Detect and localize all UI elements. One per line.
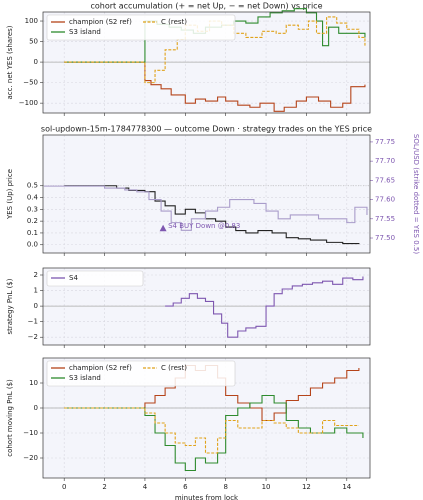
y2-tick-label: 77.75 (375, 138, 395, 146)
x-tick-label: 8 (223, 483, 227, 491)
y-tick-label: 0.5 (27, 182, 38, 190)
y-tick-label: 2 (34, 271, 38, 279)
trade-marker (159, 224, 167, 232)
legend-box (46, 14, 236, 41)
series-line (64, 364, 360, 422)
y2-tick-label: 77.60 (375, 196, 395, 204)
legend-label: champion (S2 ref) (69, 18, 132, 26)
x-tick-label: 0 (62, 483, 66, 491)
x-tick-label: 4 (143, 483, 148, 491)
y-axis-label: YES (Up) price (6, 169, 14, 220)
x-tick-label: 10 (262, 483, 271, 491)
y2-tick-label: 77.55 (375, 215, 395, 223)
y2-axis-label: SOL/USD (strike dotted = YES 0.5) (412, 134, 420, 254)
legend-label: C (rest) (161, 364, 187, 372)
y-tick-label: −1 (28, 318, 38, 326)
y-tick-label: 0 (34, 58, 38, 66)
legend-label: S4 (69, 274, 78, 282)
y-tick-label: −100 (19, 99, 38, 107)
y2-tick-label: 77.65 (375, 176, 395, 184)
y-tick-label: 10 (29, 379, 38, 387)
panel-title: cohort accumulation (+ = net Up, − = net… (90, 2, 322, 11)
legend-label: S3 island (69, 28, 101, 36)
series-line (44, 185, 368, 231)
y-tick-label: 0 (34, 404, 38, 412)
x-tick-label: 2 (102, 483, 106, 491)
y-axis-label: strategy PnL ($) (6, 278, 14, 334)
y-tick-label: 0.4 (27, 194, 39, 202)
x-tick-label: 6 (183, 483, 188, 491)
y-tick-label: 0 (34, 302, 38, 310)
y-axis-label: cohort moving PnL ($) (6, 379, 14, 457)
legend-box (46, 270, 144, 287)
legend-label: champion (S2 ref) (69, 364, 132, 372)
plot-frame (42, 357, 371, 479)
series-line (64, 394, 364, 472)
series-line (165, 276, 364, 338)
legend-label: C (rest) (161, 18, 187, 26)
y-tick-label: 0.3 (27, 205, 38, 213)
x-tick-label: 14 (342, 483, 351, 491)
x-tick-label: 12 (302, 483, 311, 491)
series-line (64, 61, 366, 112)
y-tick-label: 0.2 (27, 217, 38, 225)
y-tick-label: 0.1 (27, 229, 38, 237)
series-line (64, 407, 359, 454)
y-tick-label: 100 (25, 17, 38, 25)
plot-frame (42, 134, 371, 254)
legend-box (46, 360, 236, 387)
y-axis-label: acc. net YES (shares) (6, 25, 14, 99)
y-tick-label: −2 (28, 333, 38, 341)
y2-tick-label: 77.50 (375, 234, 395, 242)
y-tick-label: −50 (23, 79, 38, 87)
x-axis-label: minutes from lock (175, 494, 239, 500)
series-line (64, 185, 360, 245)
plot-frame (42, 267, 371, 346)
legend-label: S3 island (69, 374, 101, 382)
panel-title: sol-updown-15m-1784778300 — outcome Down… (41, 125, 372, 134)
annotation: S4 BUY Down @0.83 (168, 222, 240, 230)
series-line (64, 16, 366, 84)
plot-frame (42, 11, 371, 114)
y-tick-label: 1 (34, 287, 38, 295)
plot-area (43, 135, 370, 253)
y-tick-label: 50 (29, 38, 38, 46)
y-tick-label: 0.0 (27, 241, 38, 249)
y2-tick-label: 77.70 (375, 157, 395, 165)
y-tick-label: −10 (23, 429, 38, 437)
y-tick-label: −20 (23, 454, 38, 462)
